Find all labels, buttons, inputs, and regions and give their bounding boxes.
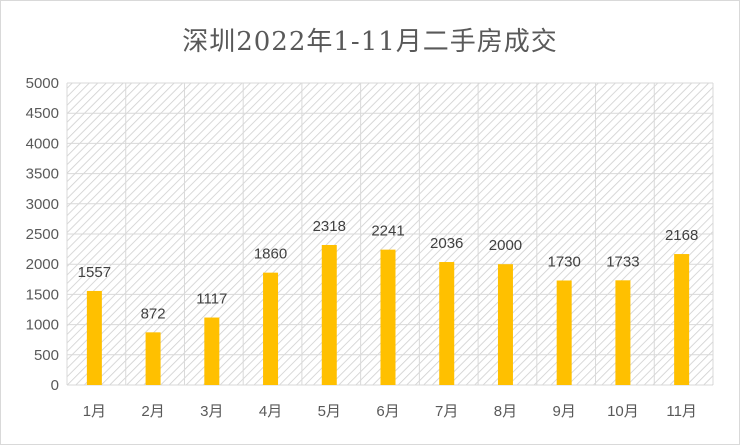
x-tick-label: 1月 [83,403,106,420]
bar [86,290,102,385]
y-tick-label: 4500 [26,105,59,122]
data-label: 2036 [430,235,463,252]
bar [556,280,572,385]
bar [380,249,396,385]
data-labels: 1557 872 1117 1860 2318 2241 2036 2000 1730 1733 2… [78,218,699,322]
y-tick-label: 3500 [26,166,59,183]
y-tick-label: 0 [51,377,59,394]
data-label: 1117 [196,291,227,308]
y-tick-label: 4000 [26,135,59,152]
y-tick-label: 2000 [26,256,59,273]
data-label: 2241 [371,223,404,240]
data-label: 1733 [606,253,639,270]
x-tick-label: 10月 [607,403,639,420]
data-label: 1730 [547,254,580,271]
bar [204,317,220,385]
y-tick-label: 3000 [26,196,59,213]
x-tick-label: 5月 [318,403,341,420]
data-label: 872 [141,305,166,322]
y-tick-label: 1500 [26,286,59,303]
x-tick-label: 3月 [200,403,223,420]
y-tick-label: 500 [34,347,59,364]
x-axis: 1月 2月 3月 4月 5月 6月 7月 8月 9月 10月 11月 [83,403,697,420]
data-label: 2168 [665,227,698,244]
bar [321,244,337,385]
y-tick-label: 1000 [26,317,59,334]
y-tick-label: 5000 [26,75,59,92]
bars [86,244,690,385]
chart-title: 深圳2022年1-11月二手房成交 [182,27,558,57]
x-tick-label: 2月 [141,403,164,420]
y-tick-label: 2500 [26,226,59,243]
bar [439,262,455,385]
x-tick-label: 8月 [494,403,517,420]
bar [263,272,279,385]
bar [615,280,631,385]
data-label: 1860 [254,246,287,263]
x-tick-label: 11月 [666,403,697,420]
bar [674,254,690,385]
y-axis: 0 500 1000 1500 2000 2500 3000 3500 4000 4500 5000 [26,75,59,394]
x-tick-label: 4月 [259,403,282,420]
data-label: 2318 [313,218,346,235]
x-tick-label: 9月 [553,403,576,420]
grid-lines [66,82,714,386]
x-tick-label: 6月 [376,403,399,420]
x-tick-label: 7月 [435,403,458,420]
bar [497,264,513,385]
bar [145,332,161,385]
data-label: 1557 [78,264,111,281]
data-label: 2000 [489,237,522,254]
